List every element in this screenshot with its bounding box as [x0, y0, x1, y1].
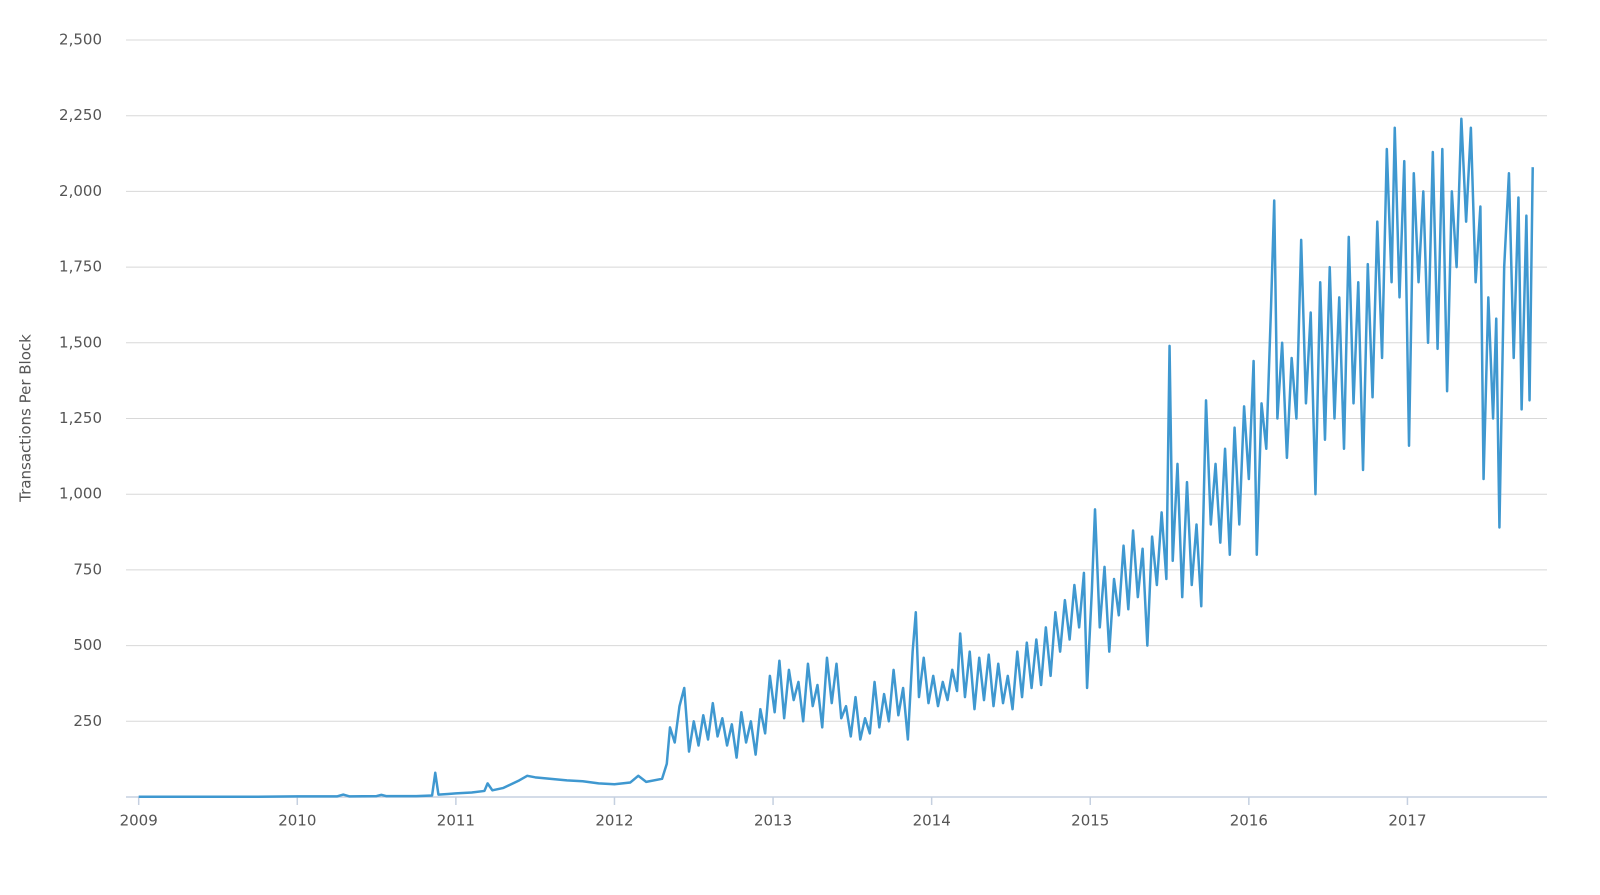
data-line: [138, 117, 1534, 798]
y-tick-label: 750: [73, 560, 102, 578]
y-axis-label: Transactions Per Block: [17, 334, 35, 503]
y-tick-label: 500: [73, 636, 102, 654]
x-tick-label: 2017: [1388, 812, 1426, 830]
y-tick-label: 1,000: [59, 485, 102, 503]
x-tick-label: 2010: [278, 812, 316, 830]
y-tick-label: 2,000: [59, 182, 102, 200]
y-tick-label: 250: [73, 712, 102, 730]
y-tick-label: 2,250: [59, 106, 102, 124]
x-tick-label: 2012: [595, 812, 633, 830]
y-tick-label: 1,500: [59, 333, 102, 351]
y-tick-label: 1,250: [59, 409, 102, 427]
x-tick-label: 2009: [120, 812, 158, 830]
x-tick-label: 2015: [1071, 812, 1109, 830]
x-tick-label: 2011: [437, 812, 475, 830]
x-tick-label: 2013: [754, 812, 792, 830]
y-tick-label: 2,500: [59, 31, 102, 49]
x-tick-label: 2016: [1230, 812, 1268, 830]
x-tick-label: 2014: [913, 812, 951, 830]
y-tick-label: 1,750: [59, 258, 102, 276]
